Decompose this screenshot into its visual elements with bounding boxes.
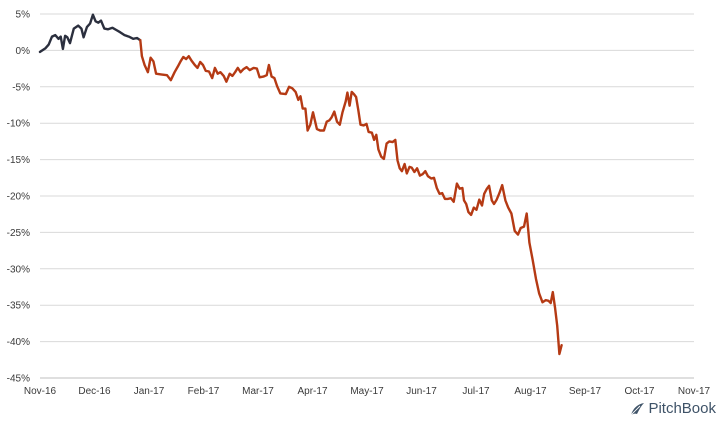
y-axis-tick-labels: 5% 0% -5% -10% -15% -20% -25% -30% -35% -40% -45% bbox=[7, 10, 30, 385]
y-tick-label: -30% bbox=[7, 264, 30, 275]
y-tick-label: 0% bbox=[16, 46, 31, 57]
y-tick-label: -15% bbox=[7, 155, 30, 166]
x-tick-label: Jan-17 bbox=[134, 386, 165, 397]
y-tick-label: -45% bbox=[7, 374, 30, 385]
x-axis-tick-labels: Nov-16 Dec-16 Jan-17 Feb-17 Mar-17 Apr-17 May-… bbox=[24, 386, 711, 397]
brand-name: PitchBook bbox=[648, 400, 716, 417]
y-tick-label: -5% bbox=[12, 82, 30, 93]
x-tick-label: Feb-17 bbox=[188, 386, 220, 397]
x-tick-label: Sep-17 bbox=[569, 386, 602, 397]
y-tick-label: -35% bbox=[7, 301, 30, 312]
x-tick-label: Oct-17 bbox=[624, 386, 654, 397]
pitchbook-leaf-icon bbox=[631, 402, 645, 415]
x-tick-label: Dec-16 bbox=[78, 386, 111, 397]
x-tick-label: Jul-17 bbox=[462, 386, 490, 397]
x-tick-label: Aug-17 bbox=[514, 386, 547, 397]
series-lines bbox=[38, 13, 563, 356]
y-tick-label: -20% bbox=[7, 192, 30, 203]
pitchbook-logo: PitchBook bbox=[629, 400, 716, 417]
x-tick-label: Nov-17 bbox=[678, 386, 711, 397]
series-line-1 bbox=[38, 13, 142, 54]
x-tick-label: Mar-17 bbox=[242, 386, 274, 397]
y-tick-label: -40% bbox=[7, 337, 30, 348]
y-tick-label: -10% bbox=[7, 119, 30, 130]
y-tick-label: 5% bbox=[16, 10, 31, 21]
x-tick-label: Apr-17 bbox=[297, 386, 327, 397]
x-tick-label: Jun-17 bbox=[406, 386, 437, 397]
x-tick-label: Nov-16 bbox=[24, 386, 57, 397]
x-tick-label: May-17 bbox=[350, 386, 384, 397]
series-line-2 bbox=[139, 39, 563, 356]
gridlines bbox=[40, 13, 694, 379]
y-tick-label: -25% bbox=[7, 228, 30, 239]
